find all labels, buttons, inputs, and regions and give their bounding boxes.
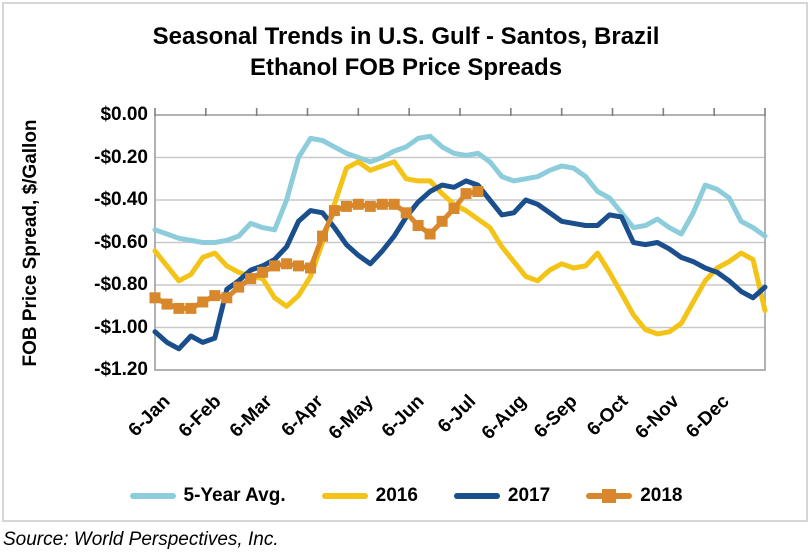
- legend-line-swatch: [129, 493, 176, 499]
- y-tick-label: -$0.60: [94, 231, 148, 253]
- series-marker-2018: [149, 292, 161, 304]
- series-marker-2018: [305, 262, 316, 274]
- y-tick-label: -$0.40: [94, 189, 148, 210]
- series-line-5-Year Avg.: [152, 133, 768, 245]
- series-marker-2018: [293, 260, 304, 272]
- series-line-2018: [152, 189, 481, 311]
- y-tick-label: $0.00: [100, 104, 148, 125]
- series-marker-2018: [317, 230, 328, 242]
- legend-item-2016: 2016: [321, 485, 418, 507]
- chart-legend: 5-Year Avg. 2016 2017 2018: [0, 485, 812, 507]
- legend-line-swatch: [586, 489, 633, 503]
- legend-line-swatch: [321, 493, 368, 499]
- series-marker-2018: [352, 198, 364, 210]
- series-marker-2018: [436, 215, 448, 227]
- y-tick-label: -$0.20: [94, 146, 148, 168]
- legend-label: 2016: [375, 485, 418, 506]
- legend-label: 5-Year Avg.: [183, 485, 286, 506]
- y-tick-label: -$0.80: [94, 274, 148, 295]
- series-marker-2018: [424, 228, 436, 240]
- series-marker-2018: [388, 198, 400, 210]
- chart-title: Seasonal Trends in U.S. Gulf - Santos, B…: [0, 21, 812, 83]
- series-marker-2018: [269, 260, 281, 272]
- legend-label: 2017: [507, 485, 551, 506]
- series-marker-2018: [197, 296, 209, 308]
- series-marker-2018: [448, 203, 460, 214]
- series-marker-2018: [472, 186, 484, 197]
- y-tick-label: -$1.00: [94, 316, 148, 338]
- series-marker-2018: [209, 290, 221, 302]
- series-marker-2018: [245, 273, 257, 285]
- series-marker-2018: [340, 200, 352, 212]
- legend-label: 2018: [640, 485, 683, 506]
- legend-item-2017: 2017: [453, 485, 551, 507]
- chart-frame-border: [2, 2, 808, 522]
- chart-title-line1: Seasonal Trends in U.S. Gulf - Santos, B…: [152, 23, 660, 50]
- series-marker-2018: [185, 302, 197, 314]
- series-marker-2018: [173, 302, 185, 314]
- series-line-2017: [152, 178, 768, 352]
- legend-item-5-year-avg: 5-Year Avg.: [129, 485, 286, 507]
- series-marker-2018: [328, 205, 340, 217]
- series-marker-2018: [376, 198, 388, 210]
- series-line-2016: [152, 159, 768, 337]
- series-marker-2018: [364, 200, 376, 212]
- source-note: Source: World Perspectives, Inc.: [3, 529, 279, 550]
- series-marker-2018: [233, 281, 245, 293]
- chart-title-line2: Ethanol FOB Price Spreads: [249, 54, 563, 81]
- series-marker-2018: [161, 298, 173, 310]
- series-marker-2018: [221, 292, 233, 304]
- legend-line-swatch: [453, 493, 500, 499]
- series-marker-2018: [257, 266, 269, 278]
- legend-item-2018: 2018: [586, 485, 682, 507]
- series-marker-2018: [412, 220, 424, 231]
- series-marker-2018: [460, 188, 472, 200]
- series-marker-2018: [281, 258, 293, 270]
- square-marker-icon: [602, 489, 617, 503]
- y-tick-label: -$1.20: [94, 359, 148, 380]
- series-marker-2018: [400, 207, 412, 219]
